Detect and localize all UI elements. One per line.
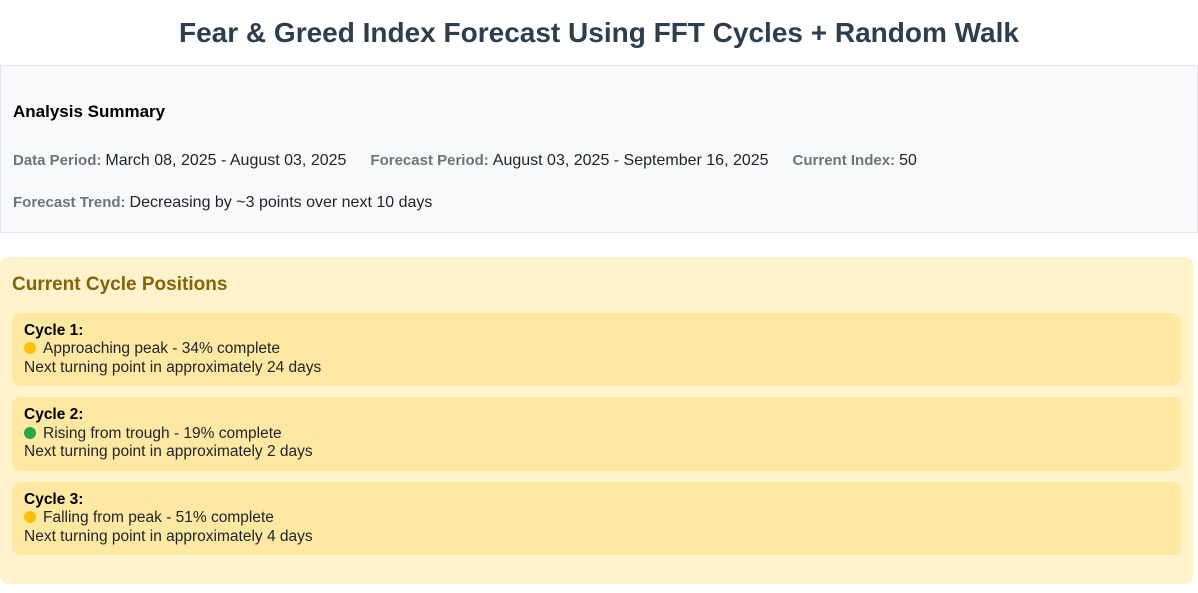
forecast-period-value: August 03, 2025 - September 16, 2025 <box>492 152 769 169</box>
current-index-value: 50 <box>899 152 917 169</box>
cycle-card: Cycle 3: Falling from peak - 51% complet… <box>12 481 1181 555</box>
analysis-summary-panel: Analysis Summary Data Period: March 08, 2… <box>0 65 1198 233</box>
cycle-status-text: Rising from trough - 19% complete <box>43 424 282 442</box>
current-cycle-positions-heading: Current Cycle Positions <box>12 274 228 295</box>
forecast-period-item: Forecast Period: August 03, 2025 - Septem… <box>370 152 768 170</box>
data-period-label: Data Period: <box>13 152 102 169</box>
cycle-next-turning-point: Next turning point in approximately 4 da… <box>24 527 313 545</box>
summary-row-primary: Data Period: March 08, 2025 - August 03, … <box>13 152 1185 170</box>
data-period-value: March 08, 2025 - August 03, 2025 <box>105 152 347 169</box>
cycle-status-line: Falling from peak - 51% complete <box>24 509 1169 527</box>
page-title: Fear & Greed Index Forecast Using FFT Cy… <box>179 17 1019 48</box>
cycle-title: Cycle 2: <box>24 406 84 424</box>
data-period-item: Data Period: March 08, 2025 - August 03, … <box>13 152 346 170</box>
cycle-status-line: Approaching peak - 34% complete <box>24 340 1169 358</box>
cycle-status-text: Falling from peak - 51% complete <box>43 509 274 527</box>
amber-status-dot-icon <box>24 511 36 524</box>
forecast-period-label: Forecast Period: <box>370 152 489 169</box>
cycle-card: Cycle 2: Rising from trough - 19% comple… <box>12 397 1181 471</box>
forecast-trend-value: Decreasing by ~3 points over next 10 day… <box>129 194 433 211</box>
cycle-title: Cycle 1: <box>24 322 84 339</box>
forecast-trend-item: Forecast Trend: Decreasing by ~3 points o… <box>13 194 432 212</box>
forecast-trend-label: Forecast Trend: <box>13 194 126 211</box>
current-index-label: Current Index: <box>792 152 896 169</box>
summary-row-trend: Forecast Trend: Decreasing by ~3 points o… <box>13 194 1185 212</box>
cycle-status-text: Approaching peak - 34% complete <box>43 340 280 358</box>
cycle-card: Cycle 1: Approaching peak - 34% complete… <box>12 313 1181 387</box>
amber-status-dot-icon <box>24 342 36 355</box>
green-status-dot-icon <box>24 426 36 439</box>
current-index-item: Current Index: 50 <box>793 152 917 170</box>
cycle-next-turning-point: Next turning point in approximately 2 da… <box>24 443 313 461</box>
cycle-status-line: Rising from trough - 19% complete <box>24 425 1169 443</box>
cycle-next-turning-point: Next turning point in approximately 24 d… <box>24 358 322 376</box>
analysis-summary-heading: Analysis Summary <box>13 102 166 121</box>
current-cycle-positions-panel: Current Cycle Positions Cycle 1: Approac… <box>0 257 1193 584</box>
cycle-title: Cycle 3: <box>24 490 84 508</box>
